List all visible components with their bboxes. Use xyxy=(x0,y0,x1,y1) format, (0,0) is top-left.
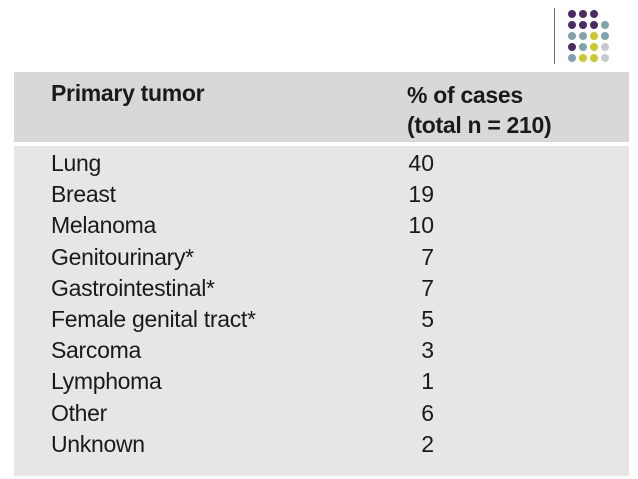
logo-dot xyxy=(579,32,587,40)
header-percent-line1: % of cases xyxy=(407,82,523,108)
logo-dot xyxy=(590,43,598,51)
percent-value: 40 xyxy=(408,150,434,176)
tumor-label: Breast xyxy=(51,181,116,208)
tumor-label: Other xyxy=(51,399,108,426)
table-row: Sarcoma 3 xyxy=(14,337,629,368)
header-primary-tumor: Primary tumor xyxy=(51,80,205,106)
logo-dot xyxy=(579,21,587,29)
logo-dot xyxy=(590,10,598,18)
logo-dot xyxy=(568,21,576,29)
table-row: Female genital tract* 5 xyxy=(14,306,629,337)
percent-value: 3 xyxy=(421,337,434,364)
percent-value: 2 xyxy=(421,430,434,457)
tumor-label: Melanoma xyxy=(51,212,156,239)
tumor-label: Gastrointestinal* xyxy=(51,274,215,301)
logo-dot xyxy=(590,32,598,40)
table-row: Genitourinary* 7 xyxy=(14,244,629,275)
percent-value: 5 xyxy=(421,305,434,332)
header-percent-cases: % of cases (total n = 210) xyxy=(407,80,552,140)
tumor-label: Unknown xyxy=(51,430,145,457)
tumor-label: Female genital tract* xyxy=(51,305,256,332)
percent-value: 6 xyxy=(421,399,434,426)
table-row: Breast 19 xyxy=(14,181,629,212)
logo-dot xyxy=(568,32,576,40)
logo-dot xyxy=(579,54,587,62)
table-body: Lung 40 Breast 19 Melanoma 10 Genitourin… xyxy=(14,150,629,462)
logo-dot xyxy=(579,10,587,18)
tumor-label: Genitourinary* xyxy=(51,243,194,270)
logo-dot xyxy=(568,54,576,62)
header-percent-line2: (total n = 210) xyxy=(407,112,552,138)
header-separator xyxy=(14,142,629,146)
percent-value: 1 xyxy=(421,368,434,395)
table-row: Gastrointestinal* 7 xyxy=(14,275,629,306)
logo-divider xyxy=(554,8,555,64)
percent-value: 7 xyxy=(421,274,434,301)
logo-dot xyxy=(601,43,609,51)
logo-dot xyxy=(579,43,587,51)
percent-value: 7 xyxy=(421,243,434,270)
percent-value: 10 xyxy=(408,212,434,239)
tumor-label: Lymphoma xyxy=(51,368,162,395)
table-row: Other 6 xyxy=(14,400,629,431)
percent-value: 19 xyxy=(408,181,434,208)
table-row: Melanoma 10 xyxy=(14,212,629,243)
logo-dot xyxy=(568,43,576,51)
logo-dot xyxy=(568,10,576,18)
logo-dot xyxy=(601,54,609,62)
tumor-label: Sarcoma xyxy=(51,337,141,364)
table-row: Lymphoma 1 xyxy=(14,368,629,399)
metastasis-table: Primary tumor % of cases (total n = 210)… xyxy=(14,72,629,476)
tumor-label: Lung xyxy=(51,150,101,176)
logo-dot xyxy=(590,21,598,29)
dot-grid-logo xyxy=(556,10,636,66)
logo-dot xyxy=(601,21,609,29)
table-header: Primary tumor % of cases (total n = 210) xyxy=(14,72,629,142)
logo-dot xyxy=(601,32,609,40)
logo-dot xyxy=(590,54,598,62)
table-row: Lung 40 xyxy=(14,150,629,181)
table-row: Unknown 2 xyxy=(14,431,629,462)
